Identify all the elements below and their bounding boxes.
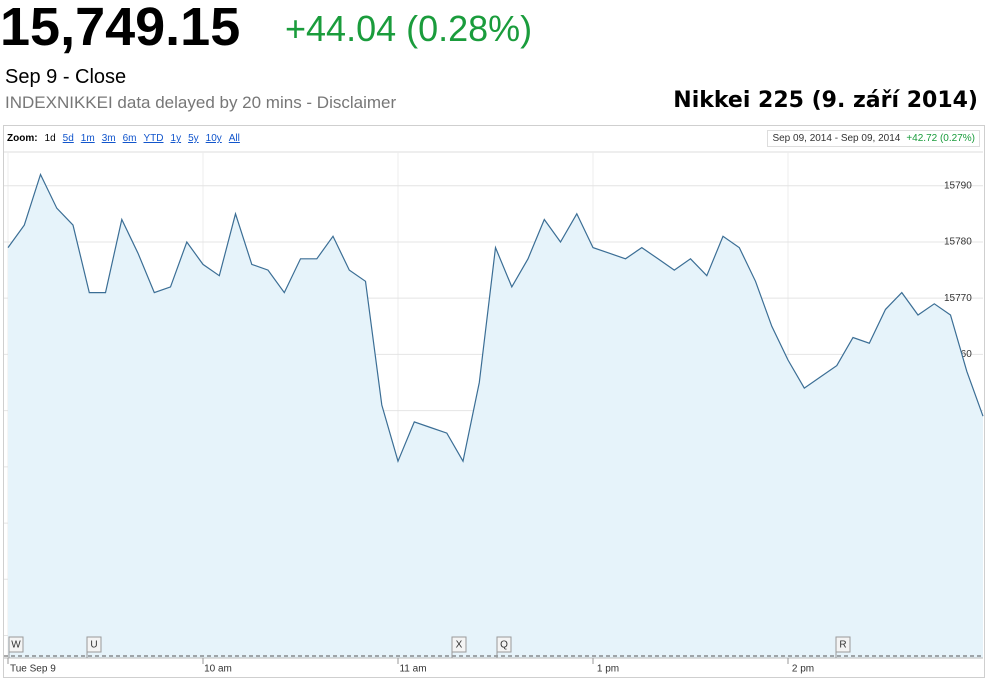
x-tick-label: 1 pm <box>597 664 619 675</box>
y-tick-label: 15780 <box>944 237 972 248</box>
zoom-option[interactable]: 6m <box>122 133 137 144</box>
range: Sep 09, 2014 - Sep 09, 2014 <box>772 133 901 144</box>
x-tick-label: Tue Sep 9 <box>10 664 56 675</box>
x-tick-label: 11 am <box>399 664 426 675</box>
y-tick-label: 15770 <box>944 293 972 304</box>
zoom-option[interactable]: YTD <box>143 133 164 144</box>
zoom-option[interactable]: 1d <box>44 133 56 144</box>
zoom-option[interactable]: 5y <box>188 133 199 144</box>
zoom-option[interactable]: 1y <box>170 133 182 144</box>
x-tick-label: 10 am <box>204 664 232 675</box>
zoom-option[interactable]: 1m <box>80 133 95 144</box>
flag <box>496 636 512 653</box>
session: Sep 9 - Close <box>5 66 127 88</box>
area <box>8 174 983 658</box>
zoom-label: Zoom: <box>7 133 38 144</box>
flag-label: Q <box>500 640 508 651</box>
price: 15,749.15 <box>0 0 241 57</box>
zoom-toolbar: Zoom: 1d 5d 1m 3m 6m YTD 1y 5y 10y All <box>7 133 240 144</box>
flag <box>86 636 102 653</box>
zoom-option[interactable]: All <box>228 133 240 144</box>
caption: Nikkei 225 (9. září 2014) <box>673 88 978 113</box>
flag <box>8 636 24 653</box>
flag-label: U <box>90 640 97 651</box>
range-box: Sep 09, 2014 - Sep 09, 2014 +42.72 (0.27%… <box>767 130 980 147</box>
zoom-option[interactable]: 3m <box>101 133 116 144</box>
line <box>7 172 984 464</box>
flag <box>451 636 467 653</box>
zoom-option[interactable]: 10y <box>205 133 222 144</box>
range-change: +42.72 (0.27%) <box>906 133 975 144</box>
y-tick-label: 15790 <box>944 180 972 191</box>
flag-label: R <box>839 640 846 651</box>
flag <box>835 636 851 653</box>
source-note: INDEXNIKKEI data delayed by 20 mins - Di… <box>5 93 397 112</box>
flag-label: X <box>456 640 463 651</box>
flag-label: W <box>11 640 21 651</box>
x-tick-label: 2 pm <box>792 664 814 675</box>
zoom-option[interactable]: 5d <box>62 133 74 144</box>
price-change: +44.04 (0.28%) <box>285 8 533 49</box>
